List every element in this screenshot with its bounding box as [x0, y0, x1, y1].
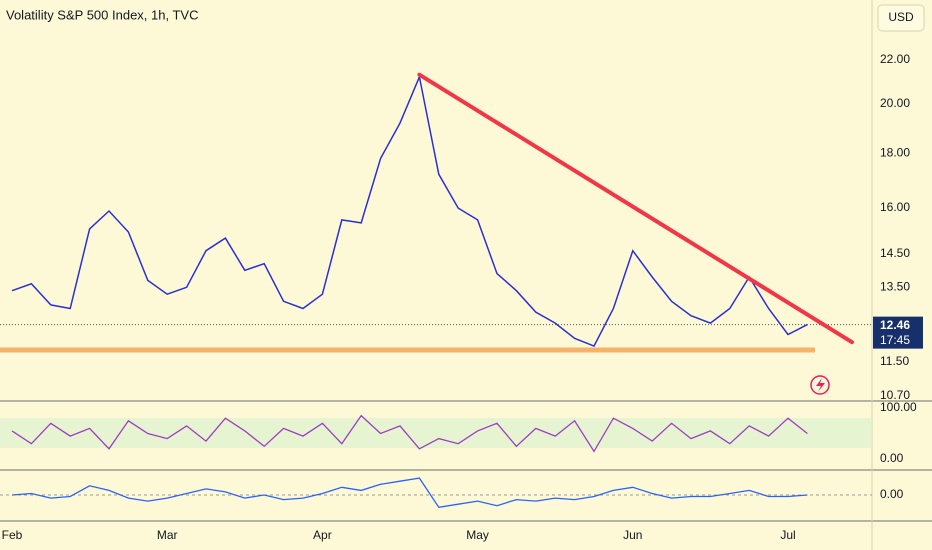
y-tick-label: 10.70: [880, 388, 910, 402]
x-tick-label: Jun: [623, 528, 642, 542]
x-tick-label: Apr: [313, 528, 332, 542]
currency-button[interactable]: [877, 4, 925, 32]
y-tick-label: 22.00: [880, 52, 910, 66]
y-tick-label: 14.50: [880, 246, 910, 260]
currency-label: USD: [888, 10, 914, 24]
osc-tick-label: 0.00: [880, 451, 904, 465]
y-tick-label: 13.50: [880, 279, 910, 293]
chart-title: Volatility S&P 500 Index, 1h, TVC: [6, 7, 198, 22]
osc-tick-label: 100.00: [880, 400, 917, 414]
y-tick-label: 18.00: [880, 145, 910, 159]
y-tick-label: 20.00: [880, 96, 910, 110]
y-tick-label: 16.00: [880, 200, 910, 214]
x-tick-label: Mar: [157, 528, 178, 542]
macd-tick-label: 0.00: [880, 487, 904, 501]
price-line: [11, 74, 808, 348]
last-price-label: 12.46: [880, 318, 910, 332]
oscillator-band: [0, 418, 872, 448]
y-tick-label: 11.50: [880, 354, 909, 368]
oscillator-line: [11, 414, 808, 453]
countdown-label: 17:45: [880, 333, 910, 347]
macd-line: [11, 477, 808, 509]
trendline: [417, 72, 855, 345]
x-tick-label: Jul: [780, 528, 795, 542]
alert-icon-bolt: [816, 378, 825, 392]
x-tick-label: May: [466, 528, 489, 542]
last-price-box: [873, 316, 923, 349]
x-tick-label: Feb: [2, 528, 23, 542]
alert-icon[interactable]: [810, 375, 830, 395]
